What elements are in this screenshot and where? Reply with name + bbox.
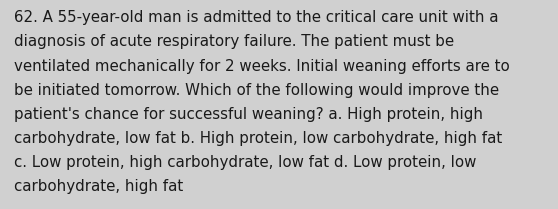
Text: 62. A 55-year-old man is admitted to the critical care unit with a: 62. A 55-year-old man is admitted to the…: [14, 10, 498, 25]
Text: diagnosis of acute respiratory failure. The patient must be: diagnosis of acute respiratory failure. …: [14, 34, 454, 50]
Text: carbohydrate, low fat b. High protein, low carbohydrate, high fat: carbohydrate, low fat b. High protein, l…: [14, 131, 502, 146]
Text: carbohydrate, high fat: carbohydrate, high fat: [14, 179, 183, 194]
Text: c. Low protein, high carbohydrate, low fat d. Low protein, low: c. Low protein, high carbohydrate, low f…: [14, 155, 477, 170]
Text: patient's chance for successful weaning? a. High protein, high: patient's chance for successful weaning?…: [14, 107, 483, 122]
Text: be initiated tomorrow. Which of the following would improve the: be initiated tomorrow. Which of the foll…: [14, 83, 499, 98]
Text: ventilated mechanically for 2 weeks. Initial weaning efforts are to: ventilated mechanically for 2 weeks. Ini…: [14, 59, 509, 74]
